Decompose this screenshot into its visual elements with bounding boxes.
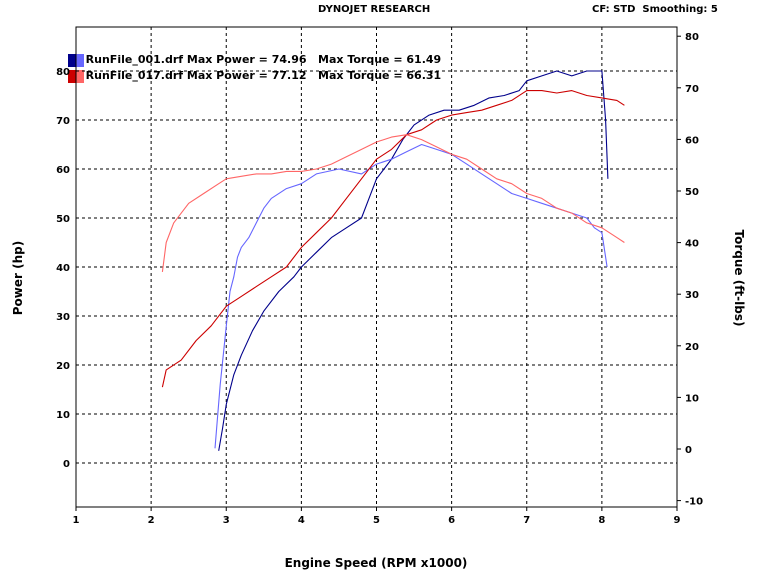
y2-tick-label: 40 <box>685 239 699 250</box>
legend-max-torque: Max Torque = 61.49 <box>318 53 442 66</box>
legend-max-power: Max Power = 74.96 <box>186 53 307 66</box>
y-tick-label: 10 <box>56 410 70 421</box>
y2-tick-label: 80 <box>685 32 699 43</box>
grid-lines <box>76 27 677 507</box>
series-line-torque <box>214 143 608 449</box>
chart-header-title: DYNOJET RESEARCH <box>318 4 431 15</box>
y2-tick-label: 20 <box>685 342 699 353</box>
y-tick-label: 60 <box>56 165 70 176</box>
y-tick-label: 70 <box>56 116 70 127</box>
series-line-power <box>161 90 625 388</box>
y2-tick-label: -10 <box>685 497 703 508</box>
x-tick-label: 4 <box>298 515 305 526</box>
y2-tick-label: 30 <box>685 290 699 301</box>
y2-axis-title: Torque (ft-lbs) <box>732 230 746 327</box>
chart-header-settings: CF: STD Smoothing: 5 <box>592 4 718 15</box>
y2-tick-label: 60 <box>685 135 699 146</box>
y-tick-labels: 0 10 20 30 40 50 60 70 80 <box>56 67 70 470</box>
y-axis-title: Power (hp) <box>11 241 25 315</box>
legend-max-power: Max Power = 77.12 <box>186 69 307 82</box>
x-tick-label: 2 <box>148 515 155 526</box>
series-line-power <box>218 70 609 451</box>
legend-run-name: RunFile_001.drf <box>85 53 184 66</box>
y-tick-label: 20 <box>56 361 70 372</box>
x-axis-title: Engine Speed (RPM x1000) <box>285 556 468 570</box>
legend-entry-run-001: RunFile_001.drf Max Power = 74.96 Max To… <box>60 40 441 67</box>
x-tick-label: 6 <box>448 515 455 526</box>
x-tick-label: 1 <box>73 515 80 526</box>
x-tick-label: 5 <box>373 515 380 526</box>
y2-tick-label: 0 <box>685 445 692 456</box>
series-line-torque <box>161 134 625 272</box>
x-tick-label: 7 <box>523 515 530 526</box>
y-tick-label: 50 <box>56 214 70 225</box>
series-layer <box>161 70 625 451</box>
y2-tick-label: 70 <box>685 84 699 95</box>
x-tick-label: 3 <box>223 515 230 526</box>
x-tick-label: 9 <box>674 515 681 526</box>
legend-run-name: RunFile_017.drf <box>85 69 184 82</box>
x-tick-labels: 1 2 3 4 5 6 7 8 9 <box>73 507 681 526</box>
y-tick-label: 40 <box>56 263 70 274</box>
x-tick-label: 8 <box>598 515 605 526</box>
y-tick-label: 0 <box>63 459 70 470</box>
y-tick-label: 30 <box>56 312 70 323</box>
y-tick-label: 80 <box>56 67 70 78</box>
y2-tick-label: 10 <box>685 393 699 404</box>
legend-max-torque: Max Torque = 66.31 <box>318 69 442 82</box>
legend-entry-run-017: RunFile_017.drf Max Power = 77.12 Max To… <box>60 56 441 83</box>
y2-tick-labels: -10 0 10 20 30 40 50 60 70 80 <box>677 32 703 508</box>
y2-tick-label: 50 <box>685 187 699 198</box>
